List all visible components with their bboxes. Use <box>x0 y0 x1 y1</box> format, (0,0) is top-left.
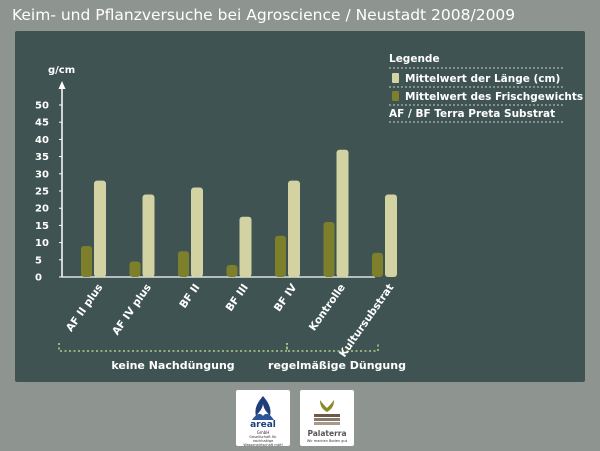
x-category-label: Kultursubstrat <box>337 282 396 360</box>
palaterra-logo-mark <box>314 400 340 425</box>
bar-frischgewicht <box>129 261 141 277</box>
y-tick-label: 35 <box>35 152 49 163</box>
legend-swatch-frischgewicht <box>392 91 399 101</box>
chart-panel: g/cm 0 5 10 15 20 25 30 35 40 45 50 AF II plus AF IV … <box>15 31 585 382</box>
bar-laenge <box>288 180 300 277</box>
page-title: Keim- und Pflanzversuche bei Agroscience… <box>12 6 516 24</box>
x-category-label: AF II plus <box>64 282 106 334</box>
bar-frischgewicht <box>323 221 335 277</box>
x-category-label: Kontrolle <box>307 282 348 333</box>
group-label-keine-nachduengung: keine Nachdüngung <box>111 359 234 372</box>
legend-title: Legende <box>389 53 440 65</box>
legend-entry-frischgewicht: Mittelwert des Frischgewichts (g) <box>405 91 585 103</box>
y-tick-label: 25 <box>35 187 49 198</box>
bar-laenge <box>142 194 155 277</box>
bar-laenge <box>385 194 397 277</box>
y-tick-label: 40 <box>35 135 49 146</box>
areal-logo-suffix: GmbH <box>256 430 270 435</box>
x-category-label: BF IV <box>272 281 300 314</box>
y-axis-arrow <box>58 81 66 89</box>
bar-laenge <box>94 180 106 277</box>
bar-frischgewicht <box>226 264 238 277</box>
group-bracket-regelmaessige-duengung <box>286 343 379 352</box>
palaterra-logo-tagline: Wir machen Boden gut <box>306 439 348 443</box>
bar-laenge <box>191 187 203 277</box>
bar-laenge <box>336 149 349 277</box>
y-tick-label: 10 <box>35 238 49 249</box>
y-tick-label: 5 <box>35 255 42 266</box>
y-tick-label: 50 <box>35 101 49 112</box>
x-category-label: BF II <box>177 282 202 311</box>
y-tick-label: 20 <box>35 204 49 215</box>
x-category-label: AF IV plus <box>110 282 154 338</box>
bar-frischgewicht <box>372 252 383 277</box>
areal-logo-mark <box>252 396 274 420</box>
y-tick-label: 30 <box>35 169 49 180</box>
legend-swatch-laenge <box>392 73 399 83</box>
areal-logo-tagline: Gesellschaft für nachhaltige Wasserwirts… <box>243 435 283 446</box>
y-tick-label: 15 <box>35 221 49 232</box>
bar-frischgewicht <box>81 246 92 277</box>
palaterra-logo: Palaterra Wir machen Boden gut <box>300 390 354 446</box>
areal-logo-name: areal <box>250 420 276 430</box>
y-tick-label: 0 <box>35 273 42 284</box>
y-tick-label: 45 <box>35 118 49 129</box>
bar-chart: g/cm 0 5 10 15 20 25 30 35 40 45 50 AF II plus AF IV … <box>35 53 585 372</box>
bar-frischgewicht <box>275 235 286 277</box>
legend-entry-laenge: Mittelwert der Länge (cm) <box>405 73 560 85</box>
legend-note-substrat: AF / BF Terra Preta Substrat <box>389 108 555 120</box>
x-category-label: BF III <box>224 282 251 314</box>
y-axis-unit: g/cm <box>48 65 75 76</box>
bar-frischgewicht <box>178 251 189 277</box>
areal-logo: areal GmbH Gesellschaft für nachhaltige … <box>236 390 290 446</box>
group-label-regelmaessige-duengung: regelmäßige Düngung <box>268 359 406 372</box>
palaterra-logo-name: Palaterra <box>307 429 347 438</box>
bar-laenge <box>239 216 252 277</box>
group-bracket-keine-nachduengung <box>58 343 288 352</box>
